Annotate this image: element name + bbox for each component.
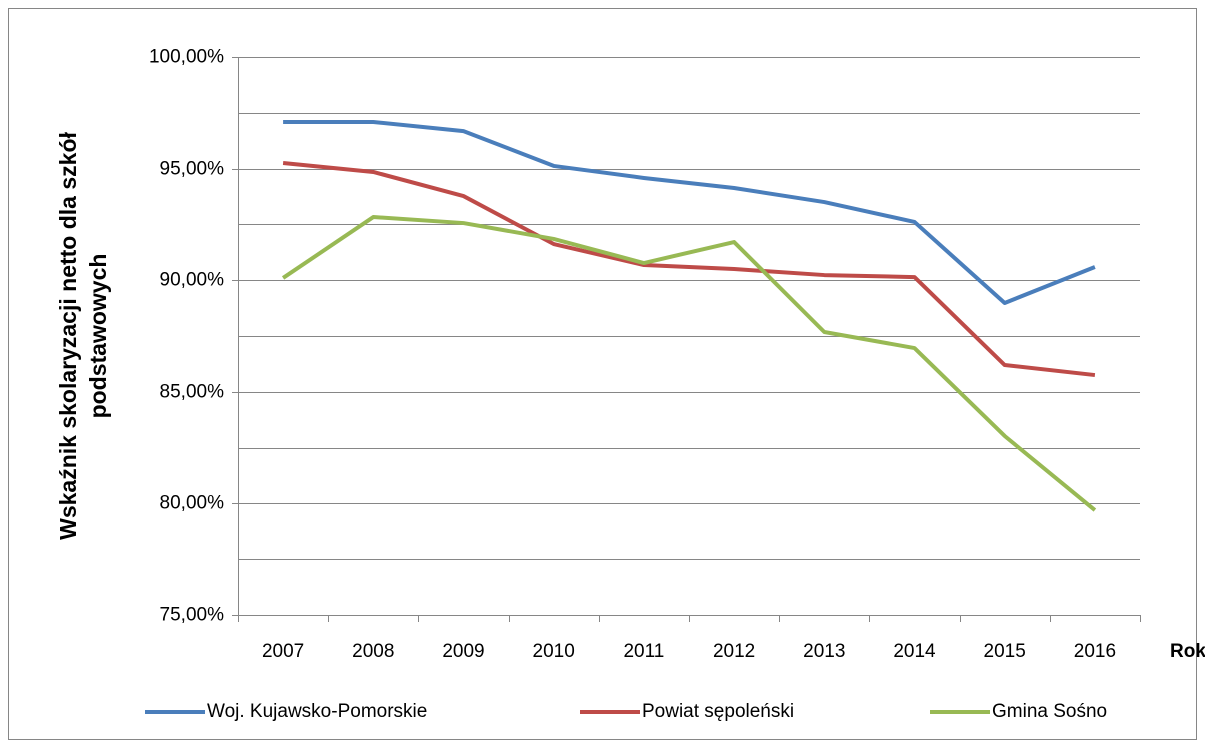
legend-label: Woj. Kujawsko-Pomorskie [207,701,427,722]
y-tick-label: 95,00% [160,159,225,180]
y-tick-label: 80,00% [160,493,225,514]
x-tick-label: 2009 [442,641,484,662]
legend-label: Powiat sępoleński [642,701,794,722]
x-tick-label: 2016 [1074,641,1116,662]
x-tick-label: 2011 [623,641,664,662]
x-tick-label: 2015 [984,641,1026,662]
y-tick-label: 90,00% [160,270,225,291]
legend-label: Gmina Sośno [992,701,1107,722]
series-line [283,119,1096,305]
x-tick-label: 2010 [533,641,575,662]
x-axis-label: Rok [1170,641,1205,662]
chart-border [8,8,1197,740]
series-line [281,215,1097,512]
x-tick-label: 2012 [713,641,755,662]
y-axis-label-line: Wskaźnik skolaryzacji netto dla szkół [55,132,81,540]
x-tick-label: 2008 [352,641,394,662]
x-tick-label: 2013 [803,641,845,662]
x-tick-label: 2014 [893,641,936,662]
series-line [282,161,1096,378]
x-tick-label: 2007 [262,641,304,662]
y-tick-label: 85,00% [160,382,225,403]
y-axis-label-line: podstawowych [85,254,111,419]
y-axis-label: Wskaźnik skolaryzacji netto dla szkół po… [55,132,111,540]
y-tick-label: 75,00% [160,605,225,626]
y-tick-label: 100,00% [149,47,224,68]
